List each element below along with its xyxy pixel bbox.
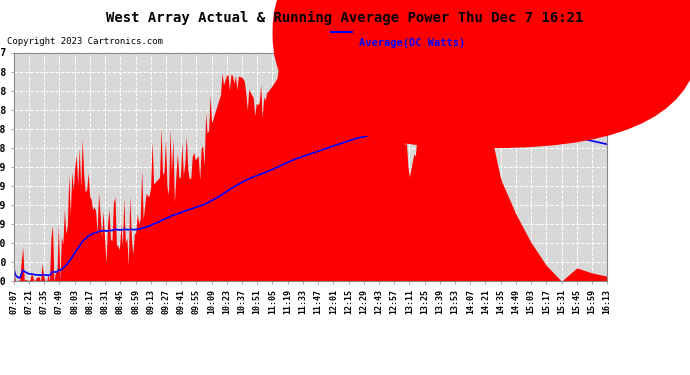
Text: Copyright 2023 Cartronics.com: Copyright 2023 Cartronics.com bbox=[7, 38, 163, 46]
Text: West Array(DC Watts): West Array(DC Watts) bbox=[497, 38, 622, 48]
Text: West Array Actual & Running Average Power Thu Dec 7 16:21: West Array Actual & Running Average Powe… bbox=[106, 11, 584, 26]
Text: Average(DC Watts): Average(DC Watts) bbox=[359, 38, 465, 48]
